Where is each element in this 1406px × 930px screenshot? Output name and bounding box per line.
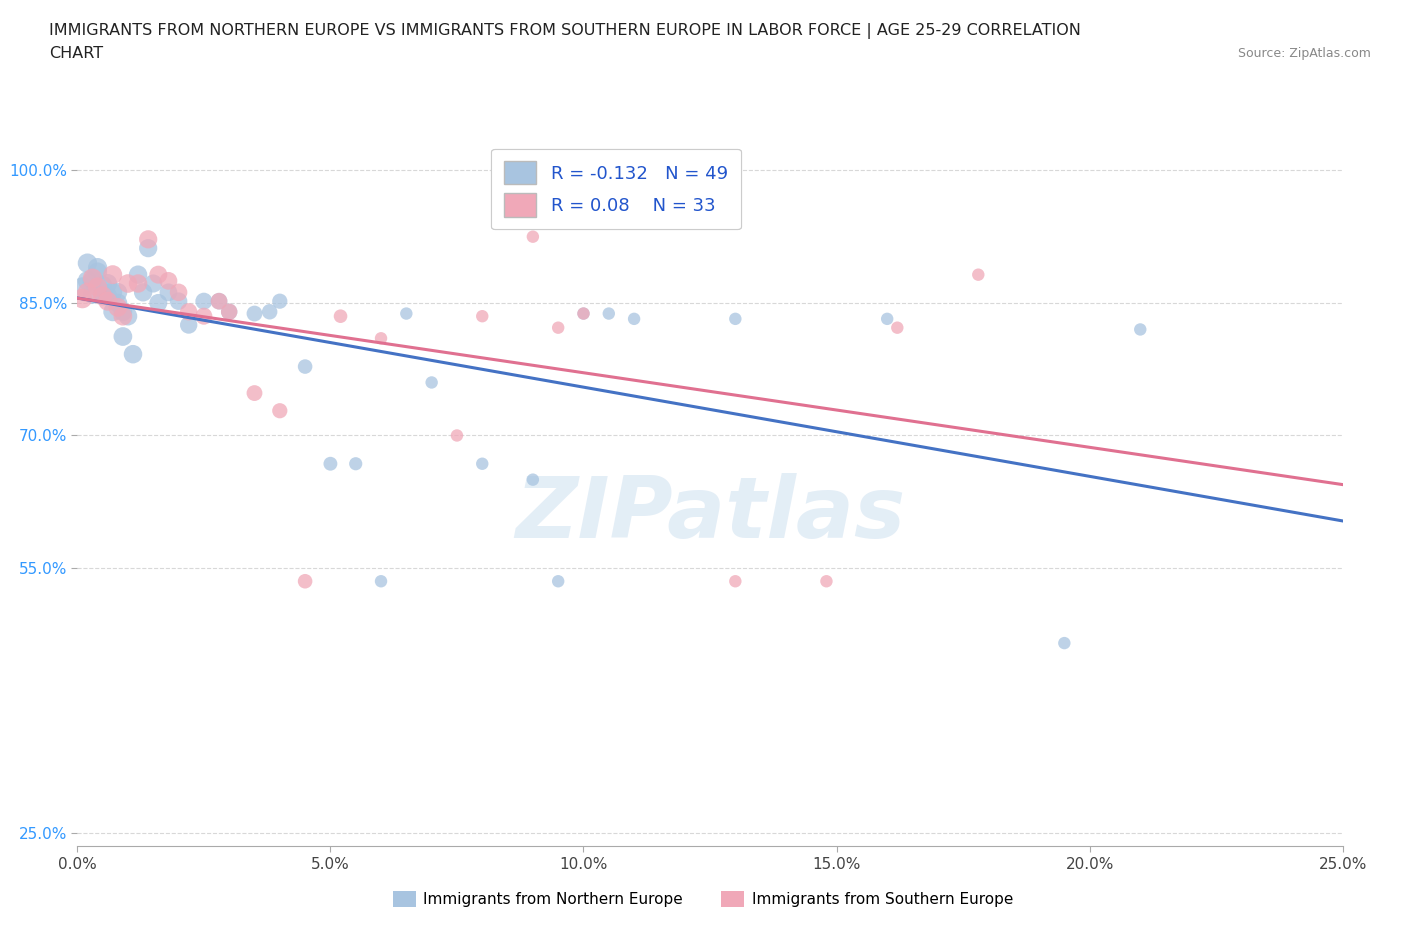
Point — [167, 294, 190, 309]
Point — [127, 267, 149, 282]
Point — [132, 285, 155, 299]
Point — [446, 428, 468, 443]
Point — [471, 457, 494, 472]
Point — [101, 285, 124, 299]
Point — [208, 294, 231, 309]
Point — [157, 285, 180, 299]
Point — [148, 296, 170, 311]
Point — [329, 309, 352, 324]
Point — [86, 264, 108, 279]
Point — [101, 304, 124, 319]
Point — [86, 280, 108, 295]
Point — [122, 347, 145, 362]
Point — [572, 306, 595, 321]
Legend: R = -0.132   N = 49, R = 0.08    N = 33: R = -0.132 N = 49, R = 0.08 N = 33 — [491, 149, 741, 229]
Point — [294, 574, 316, 589]
Point — [370, 574, 392, 589]
Point — [101, 267, 124, 282]
Point — [111, 329, 134, 344]
Point — [76, 256, 98, 271]
Point — [148, 267, 170, 282]
Point — [142, 276, 165, 291]
Point — [420, 375, 443, 390]
Point — [269, 404, 291, 418]
Point — [471, 309, 494, 324]
Text: IMMIGRANTS FROM NORTHERN EUROPE VS IMMIGRANTS FROM SOUTHERN EUROPE IN LABOR FORC: IMMIGRANTS FROM NORTHERN EUROPE VS IMMIG… — [49, 23, 1081, 39]
Point — [72, 280, 94, 295]
Legend: Immigrants from Northern Europe, Immigrants from Southern Europe: Immigrants from Northern Europe, Immigra… — [387, 884, 1019, 913]
Point — [319, 457, 342, 472]
Point — [107, 285, 129, 299]
Point — [294, 359, 316, 374]
Point — [193, 309, 215, 324]
Point — [82, 273, 104, 288]
Point — [91, 288, 114, 303]
Point — [76, 273, 98, 288]
Point — [572, 306, 595, 321]
Point — [86, 260, 108, 275]
Point — [97, 288, 120, 303]
Text: Source: ZipAtlas.com: Source: ZipAtlas.com — [1237, 46, 1371, 60]
Point — [344, 457, 367, 472]
Point — [967, 267, 990, 282]
Point — [218, 304, 240, 319]
Point — [269, 294, 291, 309]
Point — [82, 271, 104, 286]
Point — [76, 285, 98, 299]
Point — [218, 304, 240, 319]
Point — [136, 232, 159, 246]
Point — [547, 574, 569, 589]
Point — [876, 312, 898, 326]
Point — [111, 304, 134, 319]
Point — [177, 318, 200, 333]
Point — [1129, 322, 1152, 337]
Point — [193, 294, 215, 309]
Point — [208, 294, 231, 309]
Point — [157, 273, 180, 288]
Point — [724, 312, 747, 326]
Point — [107, 299, 129, 314]
Point — [91, 278, 114, 293]
Point — [127, 276, 149, 291]
Point — [72, 291, 94, 306]
Point — [91, 285, 114, 299]
Point — [1053, 636, 1076, 651]
Point — [177, 304, 200, 319]
Point — [167, 285, 190, 299]
Text: ZIPatlas: ZIPatlas — [515, 472, 905, 555]
Point — [395, 306, 418, 321]
Point — [370, 331, 392, 346]
Point — [724, 574, 747, 589]
Point — [598, 306, 620, 321]
Point — [82, 286, 104, 301]
Point — [886, 320, 908, 335]
Text: CHART: CHART — [49, 46, 103, 61]
Point — [107, 296, 129, 311]
Point — [243, 306, 266, 321]
Point — [117, 276, 139, 291]
Point — [117, 309, 139, 324]
Point — [623, 312, 645, 326]
Point — [547, 320, 569, 335]
Point — [259, 304, 281, 319]
Point — [522, 229, 544, 244]
Point — [136, 241, 159, 256]
Point — [111, 309, 134, 324]
Point — [97, 276, 120, 291]
Point — [97, 294, 120, 309]
Point — [815, 574, 838, 589]
Point — [522, 472, 544, 487]
Point — [243, 386, 266, 401]
